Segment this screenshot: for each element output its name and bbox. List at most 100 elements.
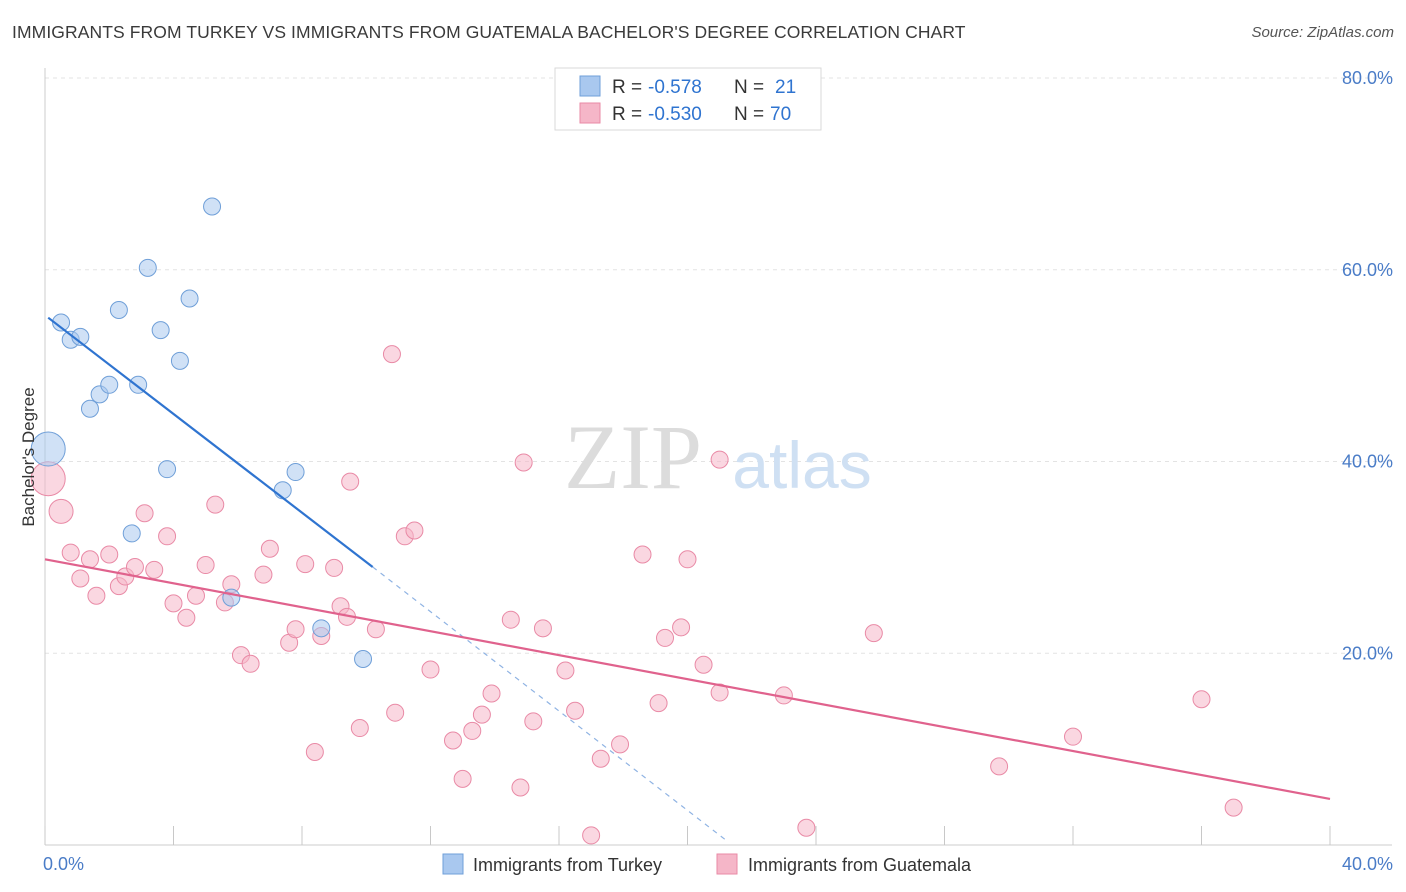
turkey-point (80, 399, 99, 418)
turkey-point (151, 321, 170, 340)
guatemala-point (864, 624, 883, 643)
chart-title: IMMIGRANTS FROM TURKEY VS IMMIGRANTS FRO… (12, 22, 966, 42)
guatemala-point (350, 719, 369, 738)
guatemala-point (196, 556, 215, 575)
guatemala-point (566, 701, 585, 720)
guatemala-point (633, 545, 652, 564)
stats-n-label-turkey: N = (734, 77, 764, 98)
legend-swatch-guatemala (716, 853, 738, 875)
guatemala-point (145, 560, 164, 579)
turkey-point (52, 313, 71, 332)
y-axis-label: Bachelor's Degree (19, 387, 38, 526)
guatemala-point (710, 450, 729, 469)
legend-label-turkey: Immigrants from Turkey (473, 855, 662, 875)
x-tick-label: 40.0% (1342, 854, 1393, 874)
guatemala-point (649, 694, 668, 713)
tick-labels: 20.0% 40.0% 60.0% 80.0% 0.0% 40.0% (43, 68, 1393, 874)
stats-swatch-guatemala (579, 102, 601, 124)
guatemala-point (421, 660, 440, 679)
guatemala-point (533, 619, 552, 638)
guatemala-point (305, 743, 324, 762)
guatemala-point (164, 594, 183, 613)
stats-swatch-turkey (579, 75, 601, 97)
turkey-point (138, 258, 157, 277)
guatemala-point (177, 608, 196, 627)
watermark: ZIP atlas (564, 406, 872, 508)
trend-line-turkey (47, 316, 374, 568)
guatemala-point (48, 498, 74, 524)
guatemala-point (990, 757, 1009, 776)
stats-r-value-turkey: -0.578 (648, 77, 702, 98)
guatemala-point (366, 620, 385, 639)
turkey-point (273, 481, 292, 500)
guatemala-point (501, 610, 520, 629)
guatemala-point (678, 550, 697, 569)
grid-lines (45, 77, 1392, 654)
guatemala-point (206, 495, 225, 514)
guatemala-point (1192, 690, 1211, 709)
guatemala-point (453, 769, 472, 788)
guatemala-point (656, 628, 675, 647)
guatemala-point (254, 565, 273, 584)
guatemala-point (186, 586, 205, 605)
turkey-point (354, 650, 373, 669)
series-guatemala-points (30, 345, 1243, 845)
guatemala-point (80, 550, 99, 569)
guatemala-point (260, 539, 279, 558)
guatemala-point (325, 558, 344, 577)
watermark-zip: ZIP (564, 406, 702, 508)
guatemala-point (672, 618, 691, 637)
guatemala-point (382, 345, 401, 364)
guatemala-point (341, 472, 360, 491)
guatemala-point (125, 557, 144, 576)
turkey-point (203, 197, 222, 216)
guatemala-point (61, 543, 80, 562)
guatemala-point (463, 721, 482, 740)
stats-r-label-guatemala: R = (612, 104, 642, 125)
guatemala-point (241, 654, 260, 673)
series-turkey-points (30, 197, 373, 669)
trend-line-turkey-extension (372, 566, 727, 841)
guatemala-point (87, 586, 106, 605)
legend: Immigrants from Turkey Immigrants from G… (442, 853, 972, 875)
guatemala-point (472, 705, 491, 724)
guatemala-point (482, 684, 501, 703)
guatemala-point (797, 818, 816, 837)
stats-r-label-turkey: R = (612, 77, 642, 98)
stats-n-value-guatemala: 70 (770, 104, 791, 125)
guatemala-point (524, 712, 543, 731)
legend-label-guatemala: Immigrants from Guatemala (748, 855, 972, 875)
stats-n-value-turkey: 21 (775, 77, 796, 98)
guatemala-point (443, 731, 462, 750)
turkey-point (180, 289, 199, 308)
turkey-point (100, 375, 119, 394)
stats-n-label-guatemala: N = (734, 104, 764, 125)
guatemala-point (405, 521, 424, 540)
turkey-point (222, 588, 241, 607)
guatemala-point (611, 735, 630, 754)
x-tick-label: 0.0% (43, 854, 84, 874)
guatemala-point (386, 703, 405, 722)
guatemala-point (694, 655, 713, 674)
guatemala-point (556, 661, 575, 680)
guatemala-point (158, 527, 177, 546)
watermark-atlas: atlas (732, 428, 871, 502)
guatemala-point (135, 504, 154, 523)
trend-lines (44, 316, 1331, 841)
y-tick-label: 80.0% (1342, 68, 1393, 88)
turkey-point (122, 524, 141, 543)
trend-line-guatemala (44, 558, 1331, 801)
guatemala-point (71, 569, 90, 588)
y-tick-label: 40.0% (1342, 452, 1393, 472)
guatemala-point (511, 778, 530, 797)
turkey-point (109, 301, 128, 320)
turkey-point (158, 460, 177, 479)
stats-box: R = -0.578 N = 21 R = -0.530 N = 70 (554, 67, 822, 131)
y-tick-label: 60.0% (1342, 260, 1393, 280)
turkey-point (312, 619, 331, 638)
guatemala-point (296, 555, 315, 574)
guatemala-point (100, 545, 119, 564)
guatemala-point (514, 453, 533, 472)
turkey-point (286, 463, 305, 482)
